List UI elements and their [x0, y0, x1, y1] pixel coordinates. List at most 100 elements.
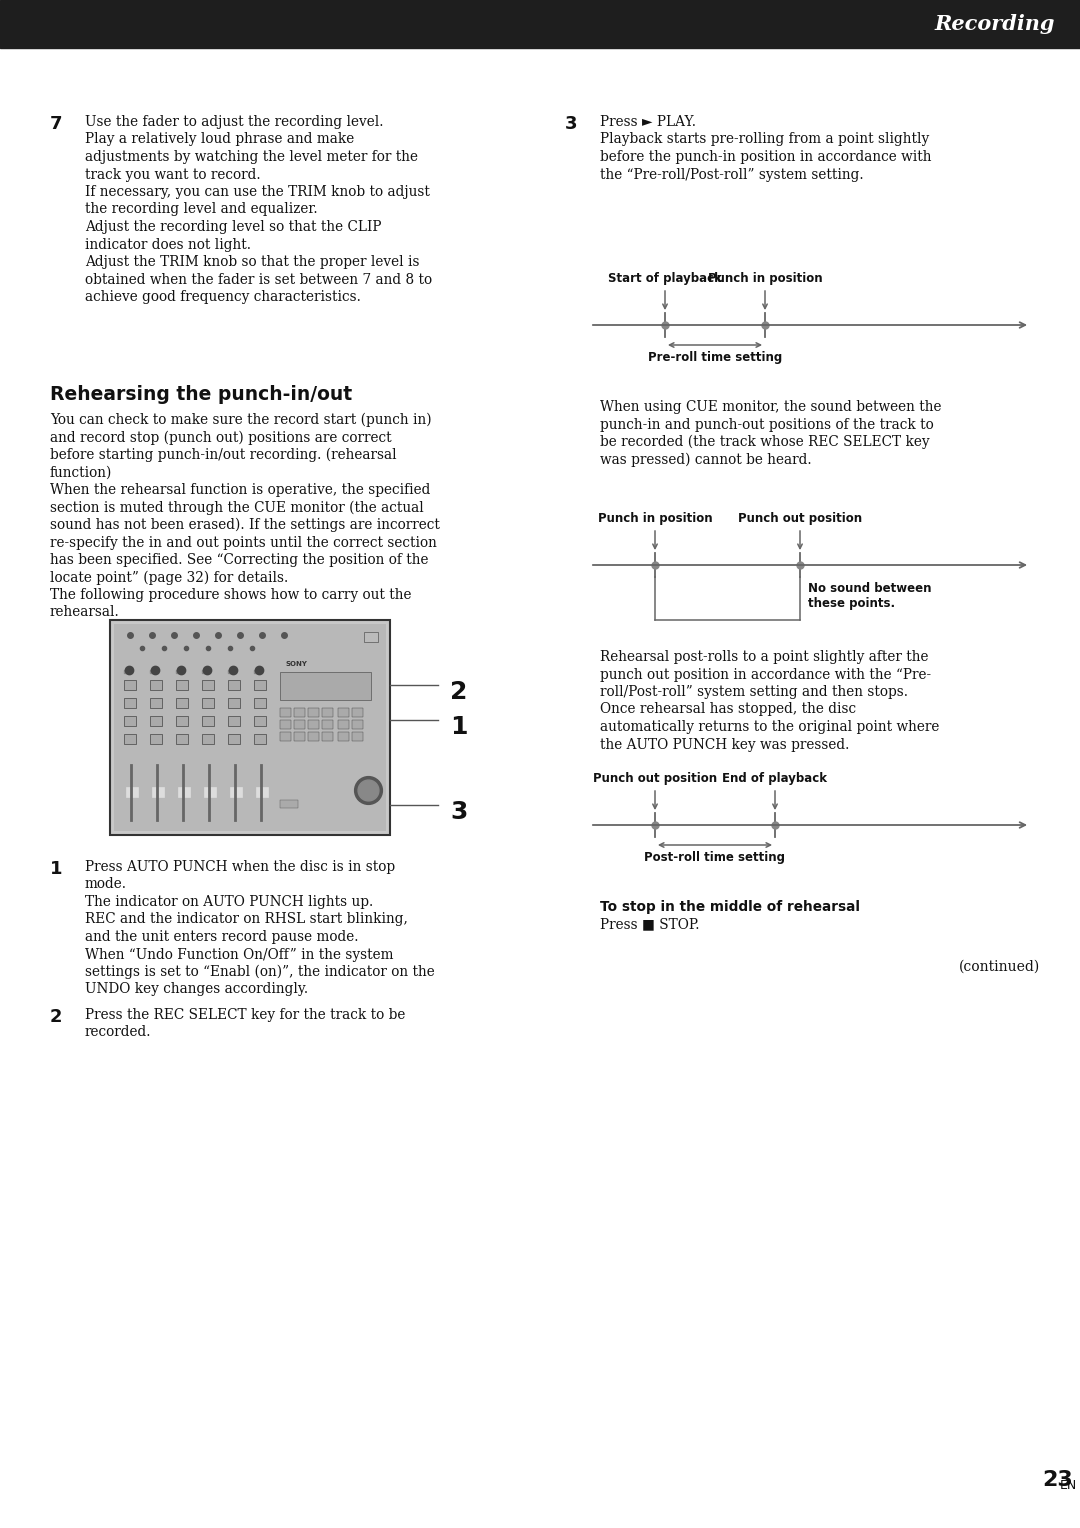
- Bar: [280, 672, 372, 700]
- Text: before starting punch-in/out recording. (rehearsal: before starting punch-in/out recording. …: [50, 448, 396, 463]
- Text: If necessary, you can use the TRIM knob to adjust: If necessary, you can use the TRIM knob …: [85, 185, 430, 199]
- Text: the AUTO PUNCH key was pressed.: the AUTO PUNCH key was pressed.: [600, 738, 849, 752]
- Text: section is muted through the CUE monitor (the actual: section is muted through the CUE monitor…: [50, 501, 423, 515]
- Text: Punch in position: Punch in position: [597, 512, 713, 526]
- Text: be recorded (the track whose REC SELECT key: be recorded (the track whose REC SELECT …: [600, 435, 930, 449]
- Bar: [202, 733, 214, 744]
- Bar: [322, 707, 333, 717]
- Bar: [254, 680, 266, 691]
- Text: recorded.: recorded.: [85, 1025, 151, 1039]
- Text: Pre-roll time setting: Pre-roll time setting: [648, 351, 782, 364]
- Text: Use the fader to adjust the recording level.: Use the fader to adjust the recording le…: [85, 115, 383, 128]
- Bar: [364, 633, 378, 642]
- Text: Adjust the TRIM knob so that the proper level is: Adjust the TRIM knob so that the proper …: [85, 255, 419, 269]
- Bar: [308, 720, 319, 729]
- Bar: [124, 733, 136, 744]
- Text: No sound between: No sound between: [808, 582, 931, 594]
- Text: automatically returns to the original point where: automatically returns to the original po…: [600, 720, 940, 733]
- Text: mode.: mode.: [85, 877, 127, 891]
- Bar: [150, 680, 162, 691]
- Bar: [228, 698, 240, 707]
- Text: Post-roll time setting: Post-roll time setting: [645, 851, 785, 863]
- Text: 1: 1: [50, 860, 63, 879]
- Bar: [338, 720, 349, 729]
- Text: Once rehearsal has stopped, the disc: Once rehearsal has stopped, the disc: [600, 703, 856, 717]
- Text: The following procedure shows how to carry out the: The following procedure shows how to car…: [50, 588, 411, 602]
- Text: The indicator on AUTO PUNCH lights up.: The indicator on AUTO PUNCH lights up.: [85, 895, 374, 909]
- Bar: [202, 698, 214, 707]
- Text: Press ► PLAY.: Press ► PLAY.: [600, 115, 696, 128]
- Text: indicator does not light.: indicator does not light.: [85, 237, 251, 252]
- Bar: [124, 669, 127, 672]
- Text: was pressed) cannot be heard.: was pressed) cannot be heard.: [600, 452, 812, 468]
- Bar: [280, 720, 291, 729]
- Bar: [308, 732, 319, 741]
- Bar: [254, 733, 266, 744]
- Text: punch out position in accordance with the “Pre-: punch out position in accordance with th…: [600, 668, 931, 681]
- Bar: [228, 680, 240, 691]
- Text: Start of playback: Start of playback: [608, 272, 721, 286]
- Bar: [280, 732, 291, 741]
- Text: 7: 7: [50, 115, 63, 133]
- Text: these points.: these points.: [808, 597, 895, 610]
- Bar: [294, 707, 305, 717]
- Bar: [0, 0, 1080, 47]
- Bar: [176, 669, 179, 672]
- Bar: [322, 732, 333, 741]
- Bar: [294, 720, 305, 729]
- Bar: [202, 669, 205, 672]
- Bar: [204, 787, 216, 798]
- Bar: [230, 787, 242, 798]
- Text: Punch out position: Punch out position: [593, 772, 717, 785]
- Text: adjustments by watching the level meter for the: adjustments by watching the level meter …: [85, 150, 418, 163]
- Bar: [228, 733, 240, 744]
- Bar: [256, 787, 268, 798]
- Text: 1: 1: [450, 715, 468, 740]
- Text: Recording: Recording: [934, 14, 1055, 34]
- Text: Rehearsal post-rolls to a point slightly after the: Rehearsal post-rolls to a point slightly…: [600, 649, 929, 665]
- Bar: [338, 732, 349, 741]
- Text: 3: 3: [565, 115, 578, 133]
- Bar: [280, 707, 291, 717]
- Text: 2: 2: [450, 680, 468, 704]
- Bar: [124, 698, 136, 707]
- Bar: [254, 717, 266, 726]
- Bar: [150, 698, 162, 707]
- Text: the “Pre-roll/Post-roll” system setting.: the “Pre-roll/Post-roll” system setting.: [600, 168, 864, 182]
- Bar: [114, 623, 386, 831]
- Text: SONY: SONY: [286, 662, 308, 668]
- Text: obtained when the fader is set between 7 and 8 to: obtained when the fader is set between 7…: [85, 272, 432, 287]
- Text: the recording level and equalizer.: the recording level and equalizer.: [85, 203, 318, 217]
- Bar: [308, 707, 319, 717]
- Text: settings is set to “Enabl (on)”, the indicator on the: settings is set to “Enabl (on)”, the ind…: [85, 966, 435, 979]
- Text: and record stop (punch out) positions are correct: and record stop (punch out) positions ar…: [50, 431, 392, 445]
- Text: You can check to make sure the record start (punch in): You can check to make sure the record st…: [50, 413, 432, 428]
- Bar: [124, 717, 136, 726]
- Bar: [110, 620, 390, 834]
- Text: Adjust the recording level so that the CLIP: Adjust the recording level so that the C…: [85, 220, 381, 234]
- Bar: [254, 669, 257, 672]
- Bar: [178, 787, 190, 798]
- Text: EN: EN: [1059, 1479, 1077, 1491]
- Bar: [352, 720, 363, 729]
- Text: re-specify the in and out points until the correct section: re-specify the in and out points until t…: [50, 535, 437, 550]
- Text: REC and the indicator on RHSL start blinking,: REC and the indicator on RHSL start blin…: [85, 912, 408, 926]
- Bar: [176, 680, 188, 691]
- Bar: [150, 733, 162, 744]
- Bar: [352, 732, 363, 741]
- Text: When the rehearsal function is operative, the specified: When the rehearsal function is operative…: [50, 483, 430, 497]
- Bar: [294, 732, 305, 741]
- Bar: [322, 720, 333, 729]
- Text: and the unit enters record pause mode.: and the unit enters record pause mode.: [85, 931, 359, 944]
- Bar: [202, 717, 214, 726]
- Text: achieve good frequency characteristics.: achieve good frequency characteristics.: [85, 290, 361, 304]
- Text: sound has not been erased). If the settings are incorrect: sound has not been erased). If the setti…: [50, 518, 440, 532]
- Text: Punch out position: Punch out position: [738, 512, 862, 526]
- Bar: [352, 707, 363, 717]
- Bar: [150, 717, 162, 726]
- Text: rehearsal.: rehearsal.: [50, 605, 120, 619]
- Text: function): function): [50, 466, 112, 480]
- Text: Play a relatively loud phrase and make: Play a relatively loud phrase and make: [85, 133, 354, 147]
- Text: Punch in position: Punch in position: [707, 272, 822, 286]
- Text: Press AUTO PUNCH when the disc is in stop: Press AUTO PUNCH when the disc is in sto…: [85, 860, 395, 874]
